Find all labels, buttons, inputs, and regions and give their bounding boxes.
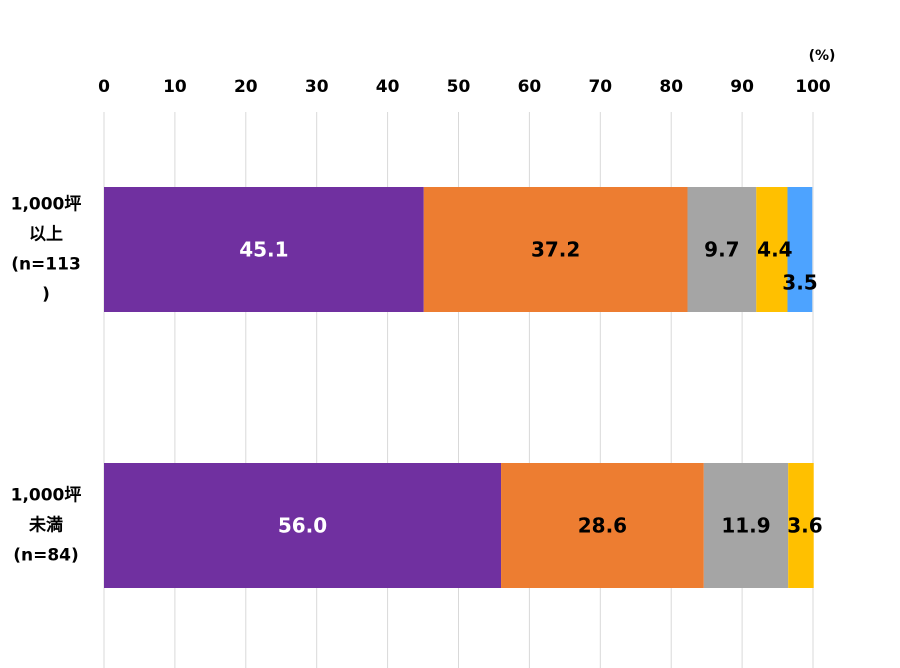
bar-segment xyxy=(501,463,704,588)
category-label: (n=84) xyxy=(13,546,79,566)
x-tick-label: 60 xyxy=(518,77,542,97)
bar-segment xyxy=(104,463,502,588)
x-tick-label: 50 xyxy=(447,77,471,97)
data-label: 45.1 xyxy=(239,238,288,262)
x-tick-label: 10 xyxy=(163,77,187,97)
data-label: 56.0 xyxy=(278,514,327,538)
category-label: 以上 xyxy=(29,225,63,245)
x-tick-label: 0 xyxy=(98,77,110,97)
unit-label: (%) xyxy=(809,48,836,64)
data-label: 11.9 xyxy=(721,514,770,538)
x-tick-label: 70 xyxy=(588,77,612,97)
data-label: 28.6 xyxy=(578,514,627,538)
data-labels: 45.1 37.2 9.7 4.4 3.5 56.0 28.6 11.9 3.6 xyxy=(239,238,822,538)
bars xyxy=(104,187,814,588)
data-label: 4.4 xyxy=(757,238,792,262)
x-tick-label: 40 xyxy=(376,77,400,97)
data-label: 9.7 xyxy=(704,238,739,262)
data-label: 3.6 xyxy=(787,514,822,538)
x-axis-ticks: 0 10 20 30 40 50 60 70 80 90 100 xyxy=(98,77,831,97)
x-tick-label: 80 xyxy=(659,77,683,97)
bar-segment xyxy=(703,463,789,588)
category-label: 未満 xyxy=(28,515,63,536)
x-tick-label: 20 xyxy=(234,77,258,97)
bar-segment xyxy=(787,187,813,312)
bar-segment xyxy=(788,463,814,588)
bar-segment xyxy=(756,187,788,312)
category-label: ) xyxy=(42,285,50,305)
x-tick-label: 30 xyxy=(305,77,329,97)
x-tick-label: 90 xyxy=(730,77,754,97)
bar-segment xyxy=(104,187,424,312)
data-label: 3.5 xyxy=(782,271,817,295)
x-tick-label: 100 xyxy=(795,77,831,97)
bar-segment xyxy=(423,187,688,312)
category-label: (n=113 xyxy=(11,255,81,275)
data-label: 37.2 xyxy=(531,238,580,262)
category-label: 1,000坪 xyxy=(11,195,82,215)
bar-segment xyxy=(687,187,757,312)
category-label: 1,000坪 xyxy=(11,486,82,506)
